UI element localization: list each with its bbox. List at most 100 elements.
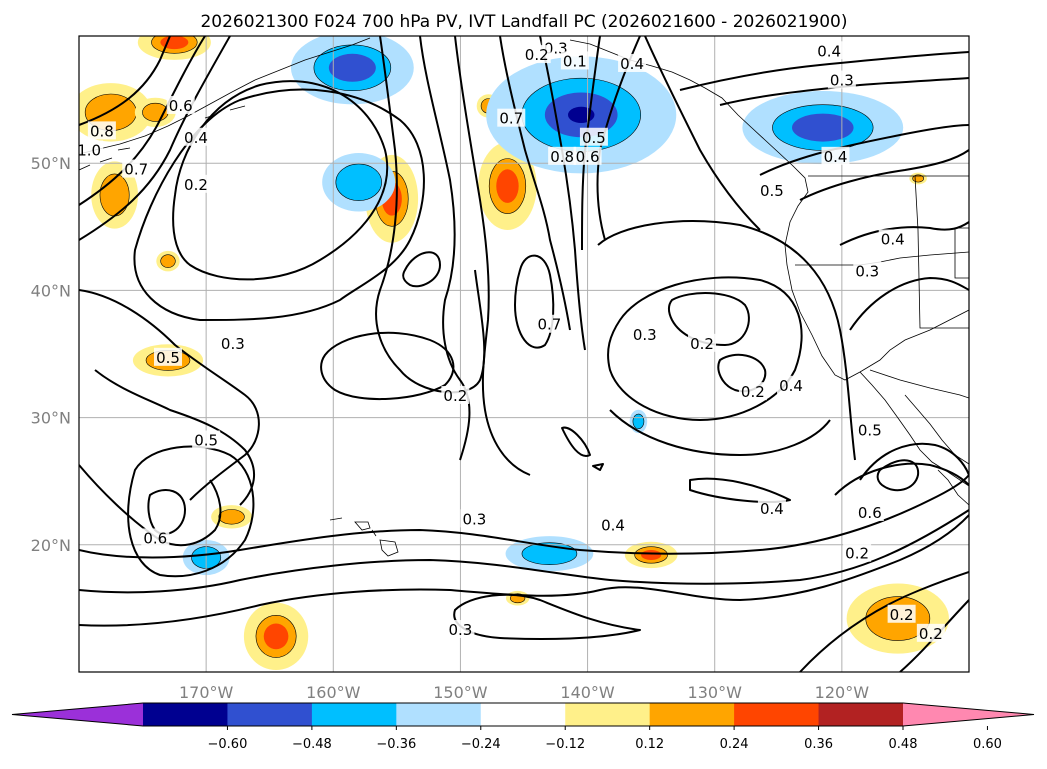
pv-contour <box>79 514 969 627</box>
lon-tick-label: 150°W <box>433 683 488 702</box>
contour-label-halo <box>599 515 627 534</box>
map-frame <box>78 35 970 673</box>
contour-label: 0.4 <box>779 377 803 395</box>
pv-contour <box>609 409 831 456</box>
contour-label-halo <box>855 420 884 439</box>
contour-label: 0.2 <box>690 335 714 353</box>
contour-label-halo <box>218 333 247 352</box>
contour-label-halo <box>738 382 767 401</box>
contour-label: 0.7 <box>124 161 148 179</box>
contour-label: 0.5 <box>194 431 218 449</box>
pv-shade-level <box>218 509 245 525</box>
colorbar-extend-low <box>12 703 143 726</box>
contour-label: 0.2 <box>525 46 549 64</box>
aleutian-islands <box>79 105 246 171</box>
lat-tick-label: 50°N <box>31 154 71 173</box>
contour-label-halo <box>827 70 856 89</box>
state-border-north <box>795 251 969 266</box>
pv-contour <box>453 593 641 641</box>
colorbar-swatch <box>649 703 735 726</box>
contour-label: 0.4 <box>601 517 625 535</box>
pv-shade-level <box>263 623 289 650</box>
positive-pv-anomaly <box>478 142 537 230</box>
contour-label-halo <box>446 620 475 639</box>
pv-contour <box>799 149 969 201</box>
contour-label: 0.5 <box>858 421 882 439</box>
map-title: 2026021300 F024 700 hPa PV, IVT Landfall… <box>200 12 847 32</box>
contour-label: 0.6 <box>858 504 882 522</box>
contour-label-halo <box>757 181 786 200</box>
pv-contour <box>799 571 969 672</box>
pv-contour <box>79 289 260 501</box>
pv-contour <box>514 254 555 349</box>
contour-label: 0.3 <box>633 326 657 344</box>
negative-pv-anomaly <box>629 409 648 434</box>
contour-label-halo <box>843 543 872 562</box>
contour-label-halo <box>154 347 182 366</box>
pv-contour <box>849 277 969 331</box>
pv-shading-layer <box>79 36 949 671</box>
pv-contour <box>79 36 231 241</box>
contour-label: 0.6 <box>576 148 600 166</box>
contour-label: 0.6 <box>169 97 193 115</box>
lon-tick-label: 130°W <box>688 683 743 702</box>
contour-label-halo <box>79 140 104 159</box>
pv-shade-level <box>632 413 645 430</box>
contour-label-halo <box>522 45 551 64</box>
pv-shade-level <box>641 549 662 561</box>
pv-contour <box>172 80 389 281</box>
pv-contour <box>79 36 171 126</box>
contour-label-halo <box>87 121 116 140</box>
longitude-tick-labels: 170°W 160°W 150°W 140°W 130°W 120°W <box>179 683 869 702</box>
pv-shade-level <box>328 53 376 82</box>
contour-label: 0.4 <box>760 500 784 518</box>
contour-label-halo <box>815 41 844 60</box>
lat-tick-label: 30°N <box>31 409 71 428</box>
pv-contour <box>668 292 750 346</box>
contour-label: 0.4 <box>620 55 644 73</box>
contour-label: 1.0 <box>77 141 101 159</box>
colorbar-tick-label: 0.36 <box>804 737 833 752</box>
contour-label-halo <box>141 528 170 547</box>
contour-label-halo <box>630 324 659 343</box>
contour-label: 0.5 <box>760 182 784 200</box>
colorbar-swatch <box>396 703 482 726</box>
positive-pv-anomaly <box>243 602 309 671</box>
contour-label-halo <box>878 229 907 248</box>
contour-label-halo <box>548 146 577 165</box>
lon-tick-label: 170°W <box>179 683 234 702</box>
contour-label-halo <box>122 159 151 178</box>
colorbar-extend-high <box>903 703 1034 726</box>
pv-contour <box>499 36 571 331</box>
contour-label: 0.6 <box>143 529 167 547</box>
pv-contour <box>320 331 455 400</box>
contour-label: 0.4 <box>881 231 905 249</box>
contour-label-halo <box>853 261 882 280</box>
colorbar-tick-label: 0.48 <box>889 737 918 752</box>
contour-label-halo <box>821 146 850 165</box>
contour-label: 0.2 <box>741 383 765 401</box>
negative-pv-anomaly <box>322 153 396 212</box>
contour-label-halo <box>460 509 489 528</box>
contour-label-halo <box>573 146 602 165</box>
pv-shade-level <box>496 169 519 203</box>
pv-contour <box>79 509 969 594</box>
colorbar-swatch <box>227 703 313 726</box>
baja-california-coastline <box>859 371 969 487</box>
contour-label: 0.7 <box>537 316 561 334</box>
pv-contour <box>689 477 791 503</box>
contour-label: 0.5 <box>156 349 180 367</box>
negative-pv-anomaly <box>742 91 904 165</box>
contour-label: 0.2 <box>443 387 467 405</box>
contour-label-halo <box>916 623 945 642</box>
contour-label: 0.2 <box>919 625 943 643</box>
contour-label: 0.2 <box>845 545 869 563</box>
pv-contour <box>79 474 969 559</box>
colorbar-tick-label: 0.24 <box>720 737 749 752</box>
contour-label-halo <box>777 375 805 394</box>
contour-label-halo <box>579 127 608 146</box>
contour-label: 0.3 <box>448 621 472 639</box>
pv-contour <box>561 426 591 457</box>
pv-contour <box>839 221 969 246</box>
pv-contour <box>79 36 206 206</box>
